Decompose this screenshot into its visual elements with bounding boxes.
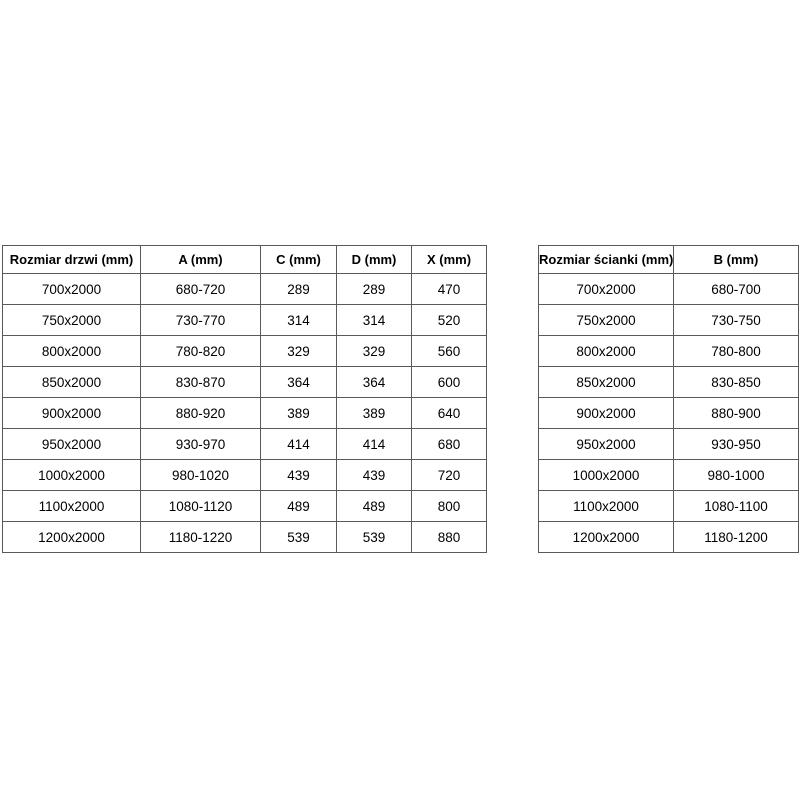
table-row: 1200x2000 1180-1200 [538, 521, 799, 553]
table-cell: 1000x2000 [2, 459, 141, 491]
table-cell: 680-700 [673, 273, 799, 305]
table-cell: 680-720 [140, 273, 261, 305]
table-cell: 470 [411, 273, 487, 305]
table-cell: 600 [411, 366, 487, 398]
table-cell: 1200x2000 [538, 521, 674, 553]
table-cell: 439 [260, 459, 337, 491]
table-cell: 539 [260, 521, 337, 553]
table-cell: 389 [260, 397, 337, 429]
wall-size-table: Rozmiar ścianki (mm) B (mm) 700x2000 680-7… [538, 245, 799, 553]
table-cell: 289 [260, 273, 337, 305]
header-row: Rozmiar drzwi (mm) A (mm) C (mm) D (mm) X (m… [2, 245, 487, 274]
wall-size-table-header: Rozmiar ścianki (mm) B (mm) [538, 245, 799, 274]
table-cell: 720 [411, 459, 487, 491]
table-cell: 880-920 [140, 397, 261, 429]
column-header: X (mm) [411, 245, 487, 274]
table-row: 750x2000 730-770 314 314 520 [2, 304, 487, 336]
column-header: C (mm) [260, 245, 337, 274]
table-cell: 800x2000 [2, 335, 141, 367]
table-cell: 700x2000 [538, 273, 674, 305]
door-size-table-body: 700x2000 680-720 289 289 470 750x2000 730-770 3… [2, 273, 487, 553]
table-cell: 680 [411, 428, 487, 460]
table-cell: 1180-1200 [673, 521, 799, 553]
table-cell: 414 [260, 428, 337, 460]
column-header: A (mm) [140, 245, 261, 274]
table-row: 700x2000 680-700 [538, 273, 799, 305]
table-row: 900x2000 880-900 [538, 397, 799, 429]
table-row: 850x2000 830-870 364 364 600 [2, 366, 487, 398]
table-row: 850x2000 830-850 [538, 366, 799, 398]
table-cell: 830-870 [140, 366, 261, 398]
table-cell: 489 [260, 490, 337, 522]
table-cell: 489 [336, 490, 412, 522]
table-row: 1000x2000 980-1020 439 439 720 [2, 459, 487, 491]
table-cell: 439 [336, 459, 412, 491]
table-cell: 900x2000 [2, 397, 141, 429]
table-cell: 930-950 [673, 428, 799, 460]
table-cell: 800 [411, 490, 487, 522]
column-header: D (mm) [336, 245, 412, 274]
table-cell: 1100x2000 [538, 490, 674, 522]
wall-size-table-body: 700x2000 680-700 750x2000 730-750 800x2000 78… [538, 273, 799, 553]
table-cell: 1080-1120 [140, 490, 261, 522]
table-cell: 950x2000 [2, 428, 141, 460]
table-cell: 880 [411, 521, 487, 553]
table-cell: 329 [260, 335, 337, 367]
table-cell: 980-1020 [140, 459, 261, 491]
table-cell: 800x2000 [538, 335, 674, 367]
table-row: 800x2000 780-800 [538, 335, 799, 367]
table-row: 750x2000 730-750 [538, 304, 799, 336]
table-cell: 414 [336, 428, 412, 460]
table-row: 700x2000 680-720 289 289 470 [2, 273, 487, 305]
table-cell: 900x2000 [538, 397, 674, 429]
column-header: Rozmiar ścianki (mm) [538, 245, 674, 274]
table-row: 1100x2000 1080-1100 [538, 490, 799, 522]
table-cell: 780-800 [673, 335, 799, 367]
table-row: 950x2000 930-970 414 414 680 [2, 428, 487, 460]
table-cell: 329 [336, 335, 412, 367]
table-row: 950x2000 930-950 [538, 428, 799, 460]
table-cell: 1080-1100 [673, 490, 799, 522]
table-cell: 830-850 [673, 366, 799, 398]
table-cell: 750x2000 [538, 304, 674, 336]
table-cell: 289 [336, 273, 412, 305]
table-cell: 950x2000 [538, 428, 674, 460]
table-cell: 850x2000 [538, 366, 674, 398]
table-row: 1200x2000 1180-1220 539 539 880 [2, 521, 487, 553]
table-cell: 364 [260, 366, 337, 398]
table-row: 1000x2000 980-1000 [538, 459, 799, 491]
column-header: B (mm) [673, 245, 799, 274]
table-cell: 1200x2000 [2, 521, 141, 553]
table-cell: 314 [260, 304, 337, 336]
table-cell: 640 [411, 397, 487, 429]
table-cell: 364 [336, 366, 412, 398]
table-cell: 539 [336, 521, 412, 553]
table-cell: 750x2000 [2, 304, 141, 336]
header-row: Rozmiar ścianki (mm) B (mm) [538, 245, 799, 274]
table-cell: 980-1000 [673, 459, 799, 491]
door-size-table-header: Rozmiar drzwi (mm) A (mm) C (mm) D (mm) X (m… [2, 245, 487, 274]
column-header: Rozmiar drzwi (mm) [2, 245, 141, 274]
table-cell: 1180-1220 [140, 521, 261, 553]
table-cell: 560 [411, 335, 487, 367]
table-cell: 930-970 [140, 428, 261, 460]
door-size-table: Rozmiar drzwi (mm) A (mm) C (mm) D (mm) X (m… [2, 245, 487, 553]
table-cell: 389 [336, 397, 412, 429]
table-cell: 1100x2000 [2, 490, 141, 522]
table-cell: 780-820 [140, 335, 261, 367]
table-cell: 520 [411, 304, 487, 336]
table-cell: 700x2000 [2, 273, 141, 305]
table-row: 1100x2000 1080-1120 489 489 800 [2, 490, 487, 522]
table-cell: 1000x2000 [538, 459, 674, 491]
table-cell: 850x2000 [2, 366, 141, 398]
table-row: 800x2000 780-820 329 329 560 [2, 335, 487, 367]
table-cell: 730-770 [140, 304, 261, 336]
table-row: 900x2000 880-920 389 389 640 [2, 397, 487, 429]
table-cell: 314 [336, 304, 412, 336]
table-cell: 730-750 [673, 304, 799, 336]
table-cell: 880-900 [673, 397, 799, 429]
